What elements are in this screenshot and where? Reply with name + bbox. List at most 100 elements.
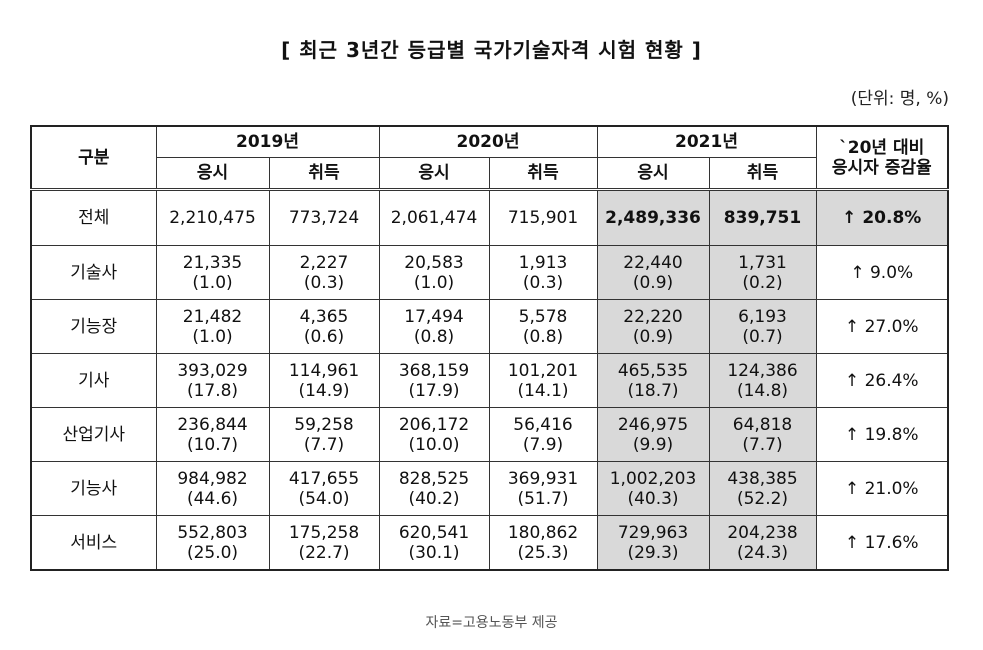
sub-header: 취득	[268, 157, 380, 190]
cell-line: 101,201	[507, 360, 579, 381]
source: 자료=고용노동부 제공	[425, 615, 558, 631]
cell-line: 984,982	[177, 468, 248, 489]
cell-line: (0.9)	[632, 272, 674, 293]
cell-line: 465,535	[617, 360, 689, 381]
cell-line: 246,975	[617, 414, 689, 435]
cell: 2,227 (0.3)	[268, 245, 380, 300]
cell-line: (17.9)	[408, 380, 460, 401]
cell: 1,731 (0.2)	[708, 245, 817, 300]
change: ↑ 20.8%	[815, 188, 949, 246]
cell-line: (10.0)	[408, 434, 460, 455]
cell-line: 1,731	[738, 252, 787, 273]
group-header: 구분	[30, 125, 157, 190]
change-header-line: 응시자 증감율	[831, 157, 932, 178]
cell: 369,931 (51.7)	[488, 461, 598, 516]
cell: 729,963 (29.3)	[596, 515, 710, 571]
cell-line: (14.9)	[298, 380, 350, 401]
cell-line: (40.3)	[627, 488, 679, 509]
title: [ 최근 3년간 등급별 국가기술자격 시험 현황 ]	[281, 38, 702, 62]
cell: 206,172 (10.0)	[378, 407, 490, 462]
cell: 465,535 (18.7)	[596, 353, 710, 408]
cell-line: 773,724	[288, 208, 360, 228]
cell-line: 620,541	[398, 522, 470, 543]
year-header: 2019년	[155, 125, 380, 158]
cell-line: 59,258	[294, 414, 354, 435]
cell-line: (1.0)	[192, 272, 233, 293]
cell: 204,238 (24.3)	[708, 515, 817, 571]
cell-line: 715,901	[507, 208, 579, 228]
row-label: 기술사	[30, 245, 157, 300]
cell: 56,416 (7.9)	[488, 407, 598, 462]
cell-line: 5,578	[518, 306, 568, 327]
cell-line: (0.2)	[742, 272, 783, 293]
cell-line: 2,061,474	[390, 208, 478, 228]
cell-line: (7.7)	[303, 434, 345, 455]
cell-line: (24.3)	[736, 542, 789, 563]
cell-line: (0.9)	[632, 326, 674, 347]
cell-line: (52.2)	[736, 488, 789, 509]
cell-line: 236,844	[177, 414, 248, 435]
cell-line: 369,931	[507, 468, 579, 489]
year-header: 2021년	[596, 125, 817, 158]
cell: 124,386 (14.8)	[708, 353, 817, 408]
cell: 180,862 (25.3)	[488, 515, 598, 571]
cell-line: (40.2)	[408, 488, 460, 509]
cell-line: 2,489,336	[605, 208, 701, 228]
data-row: 기능장 21,482 (1.0) 4,365 (0.6) 17,494 (0.8) 5,578…	[30, 299, 949, 354]
cell-line: (0.8)	[413, 326, 455, 347]
cell-line: (17.8)	[186, 380, 239, 401]
cell-line: 6,193	[738, 306, 787, 327]
data-row: 기술사 21,335 (1.0) 2,227 (0.3) 20,583 (1.0) 1,913…	[30, 245, 949, 300]
cell-line: 175,258	[288, 522, 360, 543]
cell: 17,494 (0.8)	[378, 299, 490, 354]
cell-line: (29.3)	[627, 542, 679, 563]
cell-line: 438,385	[727, 468, 798, 489]
cell: 620,541 (30.1)	[378, 515, 490, 571]
sub-header: 응시	[155, 157, 270, 190]
cell-line: 64,818	[732, 414, 793, 435]
row-label: 기능사	[30, 461, 157, 516]
cell-line: (22.7)	[298, 542, 350, 563]
cell: 2,210,475	[155, 188, 270, 246]
cell: 1,913 (0.3)	[488, 245, 598, 300]
cell-line: (7.9)	[522, 434, 564, 455]
table: 구분 2019년 2020년 2021년 `20년 대비 응시자 증감율 응시 취득 응시 취득 응…	[30, 125, 949, 571]
cell-line: (30.1)	[408, 542, 460, 563]
cell-line: (7.7)	[742, 434, 783, 455]
cell-line: (9.9)	[632, 434, 674, 455]
cell-line: (44.6)	[186, 488, 239, 509]
cell: 22,440 (0.9)	[596, 245, 710, 300]
cell-line: 1,002,203	[609, 468, 697, 489]
header-row: 응시 취득 응시 취득 응시 취득	[31, 157, 948, 190]
cell: 175,258 (22.7)	[268, 515, 380, 571]
cell-line: 124,386	[727, 360, 798, 381]
cell: 773,724	[268, 188, 380, 246]
cell-line: (54.0)	[298, 488, 350, 509]
row-label: 산업기사	[30, 407, 157, 462]
cell-line: 180,862	[507, 522, 579, 543]
cell-line: (0.3)	[303, 272, 345, 293]
cell-line: (25.0)	[186, 542, 239, 563]
cell-line: 2,210,475	[169, 208, 256, 228]
change: ↑ 19.8%	[815, 407, 949, 462]
cell-line: (1.0)	[413, 272, 455, 293]
cell: 4,365 (0.6)	[268, 299, 380, 354]
row-label: 기사	[30, 353, 157, 408]
cell: 828,525 (40.2)	[378, 461, 490, 516]
cell: 417,655 (54.0)	[268, 461, 380, 516]
cell-line: 56,416	[513, 414, 573, 435]
cell-line: (10.7)	[186, 434, 239, 455]
change: ↑ 27.0%	[815, 299, 949, 354]
cell: 438,385 (52.2)	[708, 461, 817, 516]
cell: 101,201 (14.1)	[488, 353, 598, 408]
cell-line: 828,525	[398, 468, 470, 489]
cell: 59,258 (7.7)	[268, 407, 380, 462]
cell-line: 2,227	[299, 252, 349, 273]
cell: 984,982 (44.6)	[155, 461, 270, 516]
data-row: 기능사 984,982 (44.6) 417,655 (54.0) 828,525 (40.…	[30, 461, 949, 516]
cell-line: 839,751	[723, 208, 802, 228]
cell: 236,844 (10.7)	[155, 407, 270, 462]
cell-line: 204,238	[727, 522, 798, 543]
data-row: 산업기사 236,844 (10.7) 59,258 (7.7) 206,172 (10.0…	[30, 407, 949, 462]
